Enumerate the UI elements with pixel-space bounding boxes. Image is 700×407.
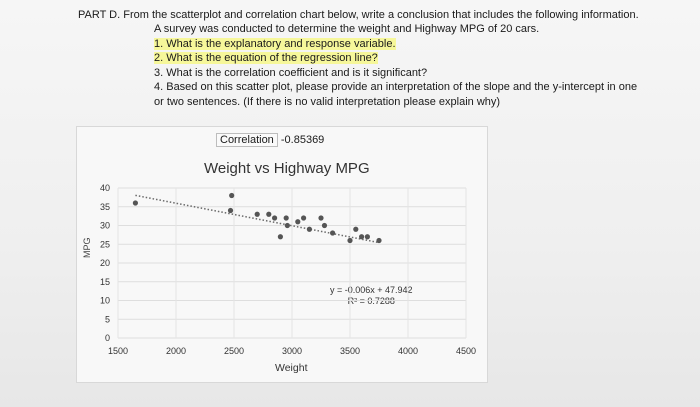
question-item-2: 2. What is the equation of the regressio… bbox=[154, 51, 637, 66]
x-tick-label: 2000 bbox=[166, 346, 186, 356]
data-point bbox=[318, 215, 324, 221]
data-point bbox=[266, 211, 272, 217]
data-point bbox=[330, 230, 336, 236]
x-tick-label: 1500 bbox=[108, 346, 128, 356]
y-tick-label: 15 bbox=[100, 277, 110, 287]
y-tick-label: 35 bbox=[100, 202, 110, 212]
y-tick-label: 10 bbox=[100, 296, 110, 306]
x-tick-label: 3500 bbox=[340, 346, 360, 356]
data-point bbox=[284, 222, 290, 229]
data-point bbox=[376, 237, 382, 244]
question-item-4-continued: or two sentences. (If there is no valid … bbox=[154, 95, 501, 108]
data-point bbox=[347, 237, 353, 244]
y-tick-label: 40 bbox=[100, 183, 110, 193]
data-point bbox=[227, 207, 234, 214]
data-point bbox=[359, 234, 365, 240]
x-tick-label: 4000 bbox=[398, 346, 418, 356]
x-tick-label: 3000 bbox=[282, 346, 302, 356]
x-axis-label: Weight bbox=[275, 362, 308, 374]
correlation-caption: Correlation bbox=[216, 133, 278, 147]
data-point bbox=[364, 234, 370, 240]
data-point bbox=[301, 215, 307, 221]
data-point bbox=[321, 222, 328, 229]
data-point bbox=[254, 211, 260, 217]
question-item-1-text: 1. What is the explanatory and response … bbox=[154, 37, 396, 50]
y-tick-label: 20 bbox=[100, 258, 110, 268]
data-point bbox=[132, 200, 138, 206]
x-tick-label: 2500 bbox=[224, 346, 244, 356]
y-tick-label: 30 bbox=[100, 221, 110, 231]
question-item-4: 4. Based on this scatter plot, please pr… bbox=[154, 81, 638, 93]
correlation-value: -0.85369 bbox=[280, 134, 325, 146]
chart-area bbox=[76, 126, 488, 383]
question-item-2-text: 2. What is the equation of the regressio… bbox=[154, 52, 378, 64]
part-heading: PART D. From the scatterplot and correla… bbox=[78, 9, 639, 21]
question-list: A survey was conducted to determine the … bbox=[154, 22, 637, 109]
trendline bbox=[135, 194, 380, 244]
question-item-3: 3. What is the correlation coefficient a… bbox=[154, 66, 428, 79]
data-point bbox=[283, 215, 289, 221]
data-point bbox=[277, 234, 283, 240]
data-point bbox=[306, 226, 312, 232]
y-tick-label: 0 bbox=[105, 333, 110, 343]
x-tick-label: 4500 bbox=[456, 346, 476, 356]
chart-title: Weight vs Highway MPG bbox=[204, 160, 370, 177]
question-item-1: 1. What is the explanatory and response … bbox=[154, 37, 637, 52]
trendline-equation: y = -0.006x + 47.942 bbox=[330, 285, 413, 295]
data-point bbox=[272, 215, 278, 221]
y-tick-label: 5 bbox=[105, 314, 110, 324]
data-point bbox=[295, 219, 301, 225]
data-point bbox=[353, 226, 359, 232]
y-tick-label: 25 bbox=[100, 239, 110, 249]
data-point bbox=[229, 192, 235, 199]
survey-description: A survey was conducted to determine the … bbox=[154, 23, 540, 35]
correlation-label: Correlation -0.85369 bbox=[216, 133, 325, 147]
